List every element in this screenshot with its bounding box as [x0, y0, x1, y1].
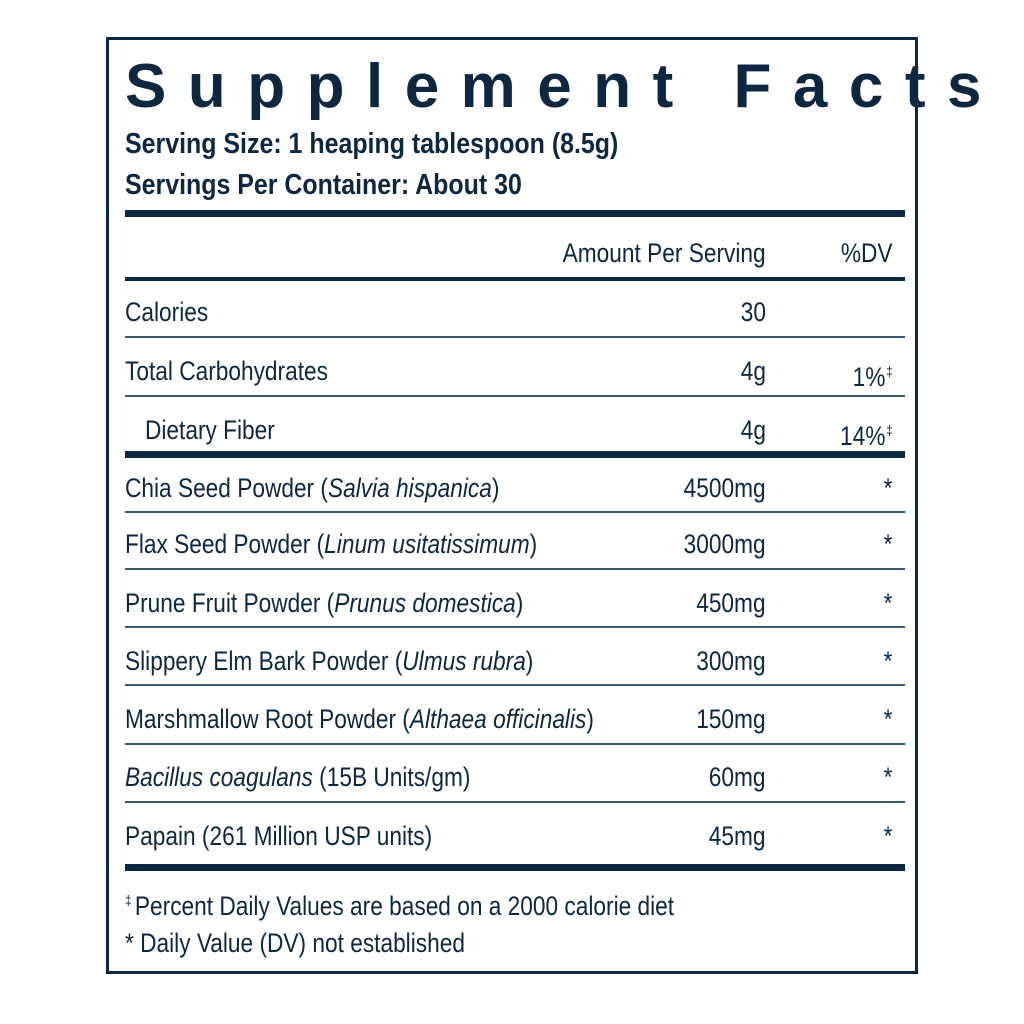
- nutrient-dv: 1%‡: [852, 362, 893, 392]
- ingredient-name: Slippery Elm Bark Powder (Ulmus rubra): [125, 646, 534, 676]
- divider-thin: [125, 395, 905, 397]
- footnote-dv-not-established: * Daily Value (DV) not established: [125, 928, 465, 958]
- ingredient-row: Chia Seed Powder (Salvia hispanica) 4500…: [125, 468, 905, 508]
- nutrient-name: Total Carbohydrates: [125, 356, 328, 386]
- divider-thin: [125, 626, 905, 628]
- ingredient-dv: *: [884, 762, 893, 792]
- ingredient-name: Marshmallow Root Powder (Althaea officin…: [125, 704, 594, 734]
- latin-name: Bacillus coagulans: [125, 762, 313, 792]
- latin-name: Althaea officinalis: [409, 704, 587, 734]
- ingredient-amount: 3000mg: [684, 529, 766, 559]
- divider-thin: [125, 684, 905, 686]
- ingredient-dv: *: [884, 646, 893, 676]
- divider-thin: [125, 801, 905, 803]
- divider-medium: [125, 277, 905, 281]
- nutrient-amount: 4g: [740, 356, 766, 386]
- ingredient-dv: *: [884, 704, 893, 734]
- ingredient-name: Flax Seed Powder (Linum usitatissimum): [125, 529, 538, 559]
- ingredient-dv: *: [884, 529, 893, 559]
- latin-name: Salvia hispanica: [327, 473, 492, 503]
- nutrient-name: Calories: [125, 297, 209, 327]
- ingredient-amount: 60mg: [709, 762, 766, 792]
- panel-title: Supplement Facts: [125, 52, 1003, 121]
- nutrient-row-dietary-fiber: Dietary Fiber 4g 14%‡: [125, 410, 905, 451]
- ingredient-dv: *: [884, 588, 893, 618]
- ingredient-row: Marshmallow Root Powder (Althaea officin…: [125, 699, 905, 739]
- ingredient-row: Slippery Elm Bark Powder (Ulmus rubra) 3…: [125, 641, 905, 681]
- divider-thin: [125, 743, 905, 745]
- column-header-row: Amount Per Serving %DV: [125, 233, 905, 273]
- amount-per-serving-header: Amount Per Serving: [563, 238, 766, 268]
- ingredient-amount: 450mg: [696, 588, 766, 618]
- double-dagger-mark: ‡: [125, 892, 132, 908]
- ingredient-dv: *: [884, 821, 893, 851]
- latin-name: Linum usitatissimum: [324, 529, 530, 559]
- ingredient-row: Papain (261 Million USP units) 45mg *: [125, 816, 905, 856]
- divider-thin: [125, 511, 905, 513]
- latin-name: Ulmus rubra: [402, 646, 526, 676]
- ingredient-name: Chia Seed Powder (Salvia hispanica): [125, 473, 500, 503]
- nutrient-amount: 30: [740, 297, 766, 327]
- ingredient-name: Bacillus coagulans (15B Units/gm): [125, 762, 471, 792]
- ingredient-dv: *: [884, 473, 893, 503]
- latin-name: Prunus domestica: [334, 588, 516, 618]
- ingredient-amount: 45mg: [709, 821, 766, 851]
- ingredient-name: Prune Fruit Powder (Prunus domestica): [125, 588, 524, 618]
- ingredient-row: Bacillus coagulans (15B Units/gm) 60mg *: [125, 757, 905, 797]
- dv-header: %DV: [841, 238, 893, 268]
- divider-thick: [125, 451, 905, 458]
- divider-thin: [125, 336, 905, 338]
- nutrient-dv: 14%‡: [840, 421, 893, 451]
- divider-thick: [125, 210, 905, 217]
- ingredient-amount: 4500mg: [684, 473, 766, 503]
- supplement-facts-panel: Supplement Facts Serving Size: 1 heaping…: [106, 37, 1003, 974]
- nutrient-name: Dietary Fiber: [145, 415, 275, 445]
- ingredient-name: Papain (261 Million USP units): [125, 821, 433, 851]
- servings-per-container: Servings Per Container: About 30: [125, 169, 522, 201]
- double-dagger-mark: ‡: [886, 422, 893, 438]
- nutrient-amount: 4g: [740, 415, 766, 445]
- double-dagger-mark: ‡: [886, 363, 893, 379]
- ingredient-amount: 150mg: [696, 704, 766, 734]
- serving-size: Serving Size: 1 heaping tablespoon (8.5g…: [125, 128, 619, 160]
- ingredient-row: Flax Seed Powder (Linum usitatissimum) 3…: [125, 524, 905, 564]
- ingredient-amount: 300mg: [696, 646, 766, 676]
- nutrient-row-total-carbohydrates: Total Carbohydrates 4g 1%‡: [125, 351, 905, 392]
- divider-thin: [125, 568, 905, 570]
- divider-thick: [125, 864, 905, 871]
- footnote-daily-values: ‡ Percent Daily Values are based on a 200…: [125, 891, 675, 921]
- ingredient-row: Prune Fruit Powder (Prunus domestica) 45…: [125, 583, 905, 623]
- nutrient-row-calories: Calories 30: [125, 292, 905, 332]
